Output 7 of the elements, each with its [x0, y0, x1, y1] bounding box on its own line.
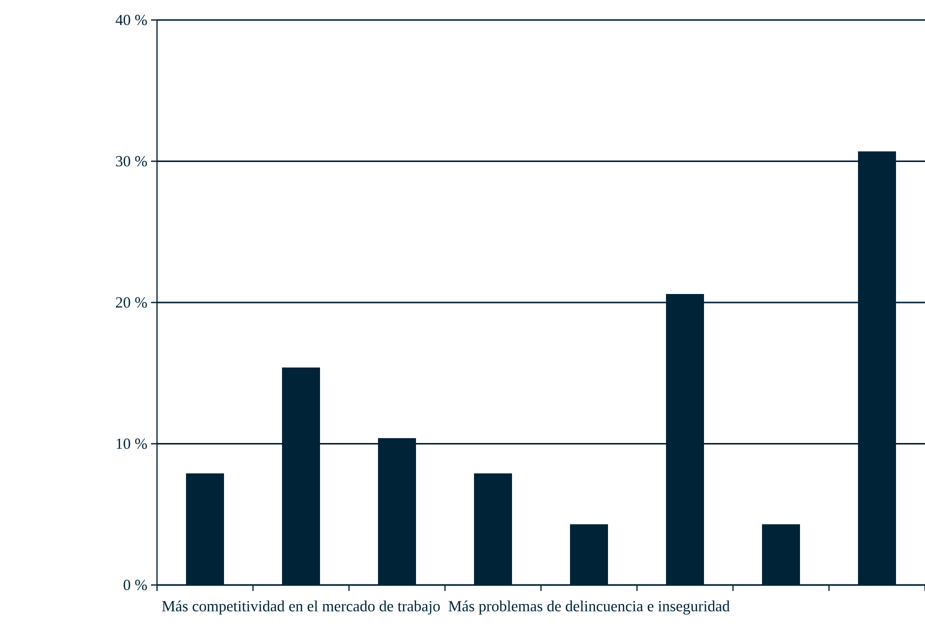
- y-tick-label: 30 %: [116, 156, 147, 166]
- y-tick-label: 10 %: [116, 438, 147, 449]
- y-tick-label: 0 %: [124, 580, 147, 590]
- x-tick-label: Más competitividad en el mercado de trabajo: [162, 600, 440, 615]
- x-tick-label: Más problemas de delincuencia e inseguridad: [448, 600, 730, 615]
- y-tick-label: 40 %: [116, 14, 147, 26]
- y-tick-label: 20 %: [116, 297, 147, 308]
